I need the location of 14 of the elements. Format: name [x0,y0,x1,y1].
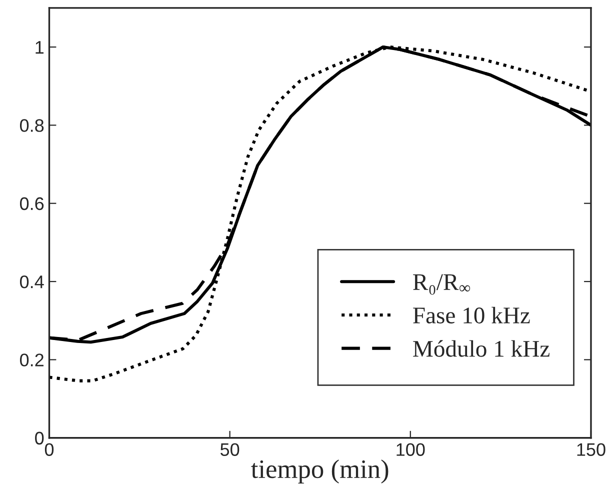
y-tick-label: 0.4 [20,275,44,288]
y-tick-label: 1 [36,41,44,54]
x-tick-label: 100 [396,443,425,456]
y-tick-label: 0 [35,432,44,445]
y-tick-label: 0.6 [20,197,44,210]
y-tick-label: 0.2 [20,354,44,366]
legend-label: R₀/R$_{∞}$ [413,274,470,295]
y-tick-label: 0.8 [20,119,44,132]
legend-label: Módulo 1 kHz [413,340,550,357]
x-axis-title: tiempo (min) [251,460,388,484]
x-tick-label: 50 [220,443,240,456]
x-tick-label: 150 [577,443,606,456]
x-tick-label: 0 [44,443,54,456]
legend-label: Fase 10 kHz [413,306,530,324]
